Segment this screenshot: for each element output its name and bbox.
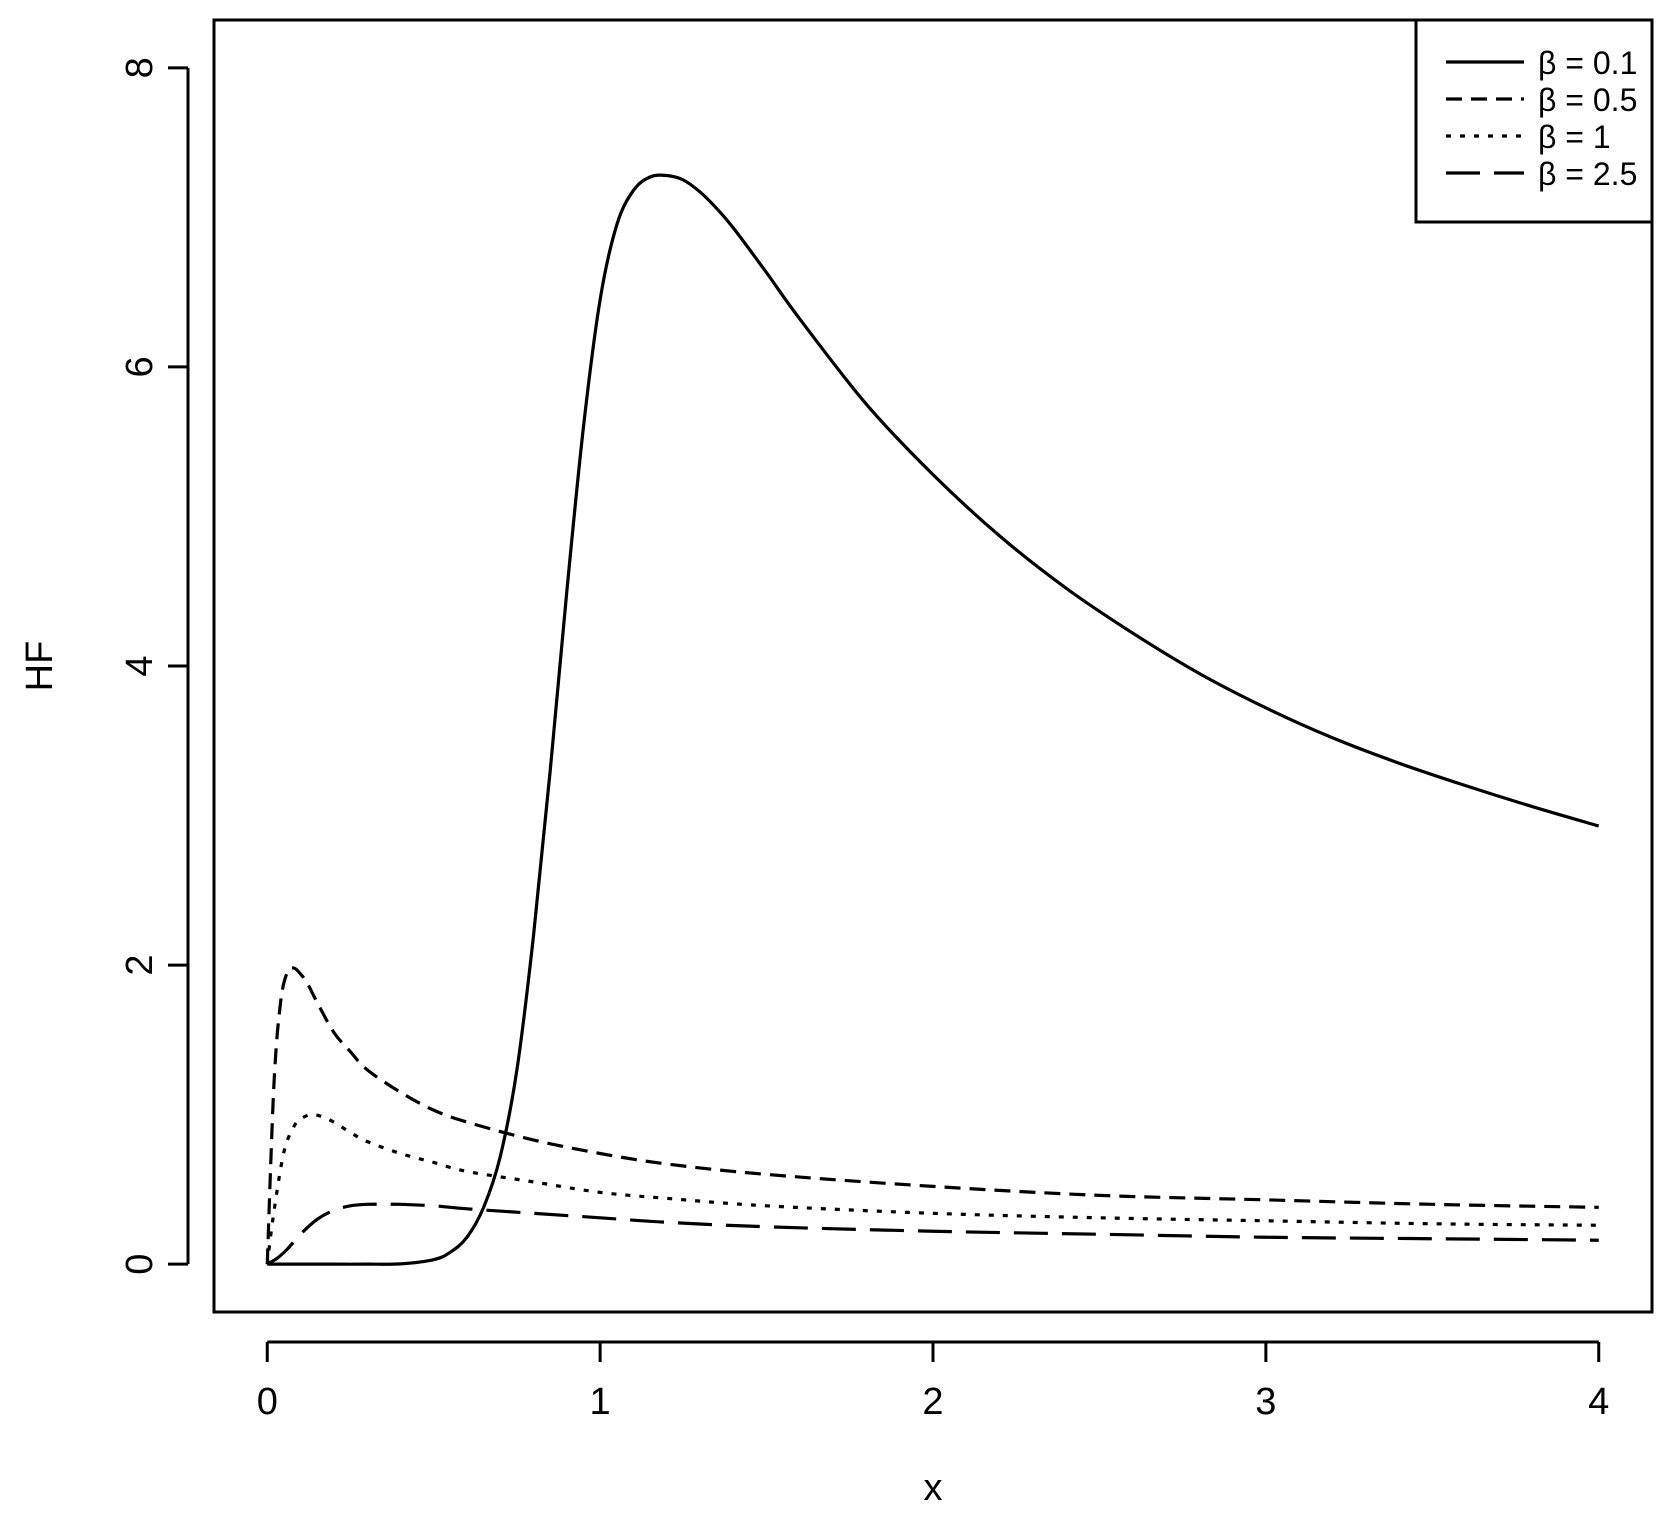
legend-label-1: β = 0.1: [1538, 45, 1637, 81]
x-tick-label: 3: [1255, 1381, 1276, 1423]
series-line-2: [265, 966, 1599, 1265]
x-tick-label: 4: [1588, 1381, 1609, 1423]
y-tick-label: 4: [119, 655, 161, 676]
x-axis: 0 1 2 3 4: [257, 1340, 1609, 1423]
x-axis-label: x: [924, 1467, 943, 1509]
y-tick-label: 0: [119, 1254, 161, 1275]
legend-label-3: β = 1: [1538, 119, 1611, 155]
legend-label-4: β = 2.5: [1538, 156, 1637, 192]
legend-box: [1414, 18, 1654, 224]
series-line-4: [266, 1202, 1599, 1266]
legend-label-2: β = 0.5: [1538, 82, 1637, 118]
y-axis: 0 2 4 6 8: [119, 57, 190, 1275]
series-layer: [265, 173, 1600, 1266]
y-tick-label: 6: [119, 356, 161, 377]
y-tick-label: 8: [119, 57, 161, 78]
x-tick-label: 1: [590, 1381, 611, 1423]
series-line-1: [267, 173, 1600, 1266]
series-line-3: [265, 1112, 1599, 1265]
plot-frame: [212, 18, 1654, 1314]
legend: β = 0.1β = 0.5β = 1β = 2.5: [1414, 18, 1654, 224]
x-tick-label: 0: [257, 1381, 278, 1423]
y-axis-label: HF: [19, 641, 61, 692]
x-tick-label: 2: [922, 1381, 943, 1423]
y-tick-label: 2: [119, 955, 161, 976]
